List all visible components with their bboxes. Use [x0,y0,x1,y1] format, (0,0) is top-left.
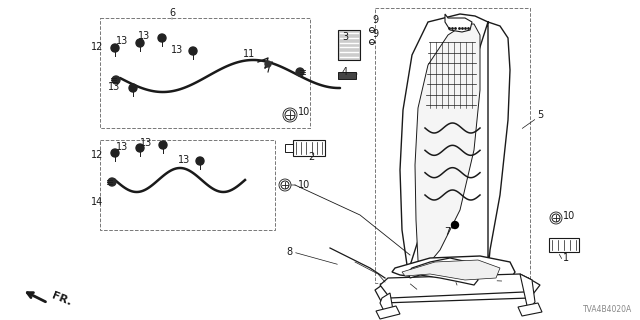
Text: 9: 9 [372,15,378,25]
Text: 10: 10 [563,211,575,221]
Circle shape [369,28,374,33]
Circle shape [550,212,562,224]
Text: 4: 4 [342,67,348,77]
Circle shape [136,144,144,152]
Text: 9: 9 [372,29,378,39]
Bar [375,8,530,283]
Text: 13: 13 [116,36,128,46]
Circle shape [111,44,119,52]
Text: 1: 1 [563,253,569,263]
Circle shape [369,39,374,44]
Bar [100,18,310,128]
Circle shape [159,141,167,149]
Polygon shape [518,303,542,316]
Polygon shape [380,274,532,298]
Circle shape [265,61,271,67]
Text: TVA4B4020A: TVA4B4020A [583,305,632,314]
Circle shape [111,149,119,157]
Polygon shape [293,140,325,156]
Polygon shape [338,30,360,60]
Circle shape [108,178,116,186]
Polygon shape [392,256,515,285]
Text: 10: 10 [298,107,310,117]
Polygon shape [549,238,579,252]
Text: 14: 14 [91,197,103,207]
Circle shape [112,76,120,84]
Text: 13: 13 [140,138,152,148]
Circle shape [552,214,560,222]
Text: 6: 6 [169,8,175,18]
Circle shape [285,110,295,120]
Polygon shape [415,24,480,270]
Polygon shape [380,293,393,315]
Polygon shape [338,72,356,79]
Polygon shape [520,274,535,310]
Text: 13: 13 [138,31,150,41]
Polygon shape [400,14,510,272]
Text: 13: 13 [171,45,183,55]
Text: 13: 13 [108,82,120,92]
Circle shape [158,34,166,42]
Circle shape [196,157,204,165]
Polygon shape [375,278,540,303]
Polygon shape [402,260,500,280]
Text: 10: 10 [298,180,310,190]
Circle shape [129,84,137,92]
Circle shape [451,221,458,228]
Polygon shape [285,144,293,152]
Circle shape [189,47,197,55]
Circle shape [279,179,291,191]
Polygon shape [376,306,400,319]
Text: 13: 13 [116,142,128,152]
Text: 5: 5 [537,110,543,120]
Circle shape [281,181,289,189]
Text: 12: 12 [91,150,103,160]
Text: 13: 13 [178,155,190,165]
Polygon shape [445,14,472,32]
Text: 2: 2 [308,152,314,162]
Text: 8: 8 [286,247,292,257]
Circle shape [283,108,297,122]
Text: 7: 7 [444,227,450,237]
Circle shape [136,39,144,47]
Text: 11: 11 [243,49,255,59]
Text: 3: 3 [342,32,348,42]
Circle shape [296,68,304,76]
Bar [100,140,275,230]
Text: FR.: FR. [50,291,73,308]
Polygon shape [408,258,478,285]
Text: 12: 12 [91,42,103,52]
